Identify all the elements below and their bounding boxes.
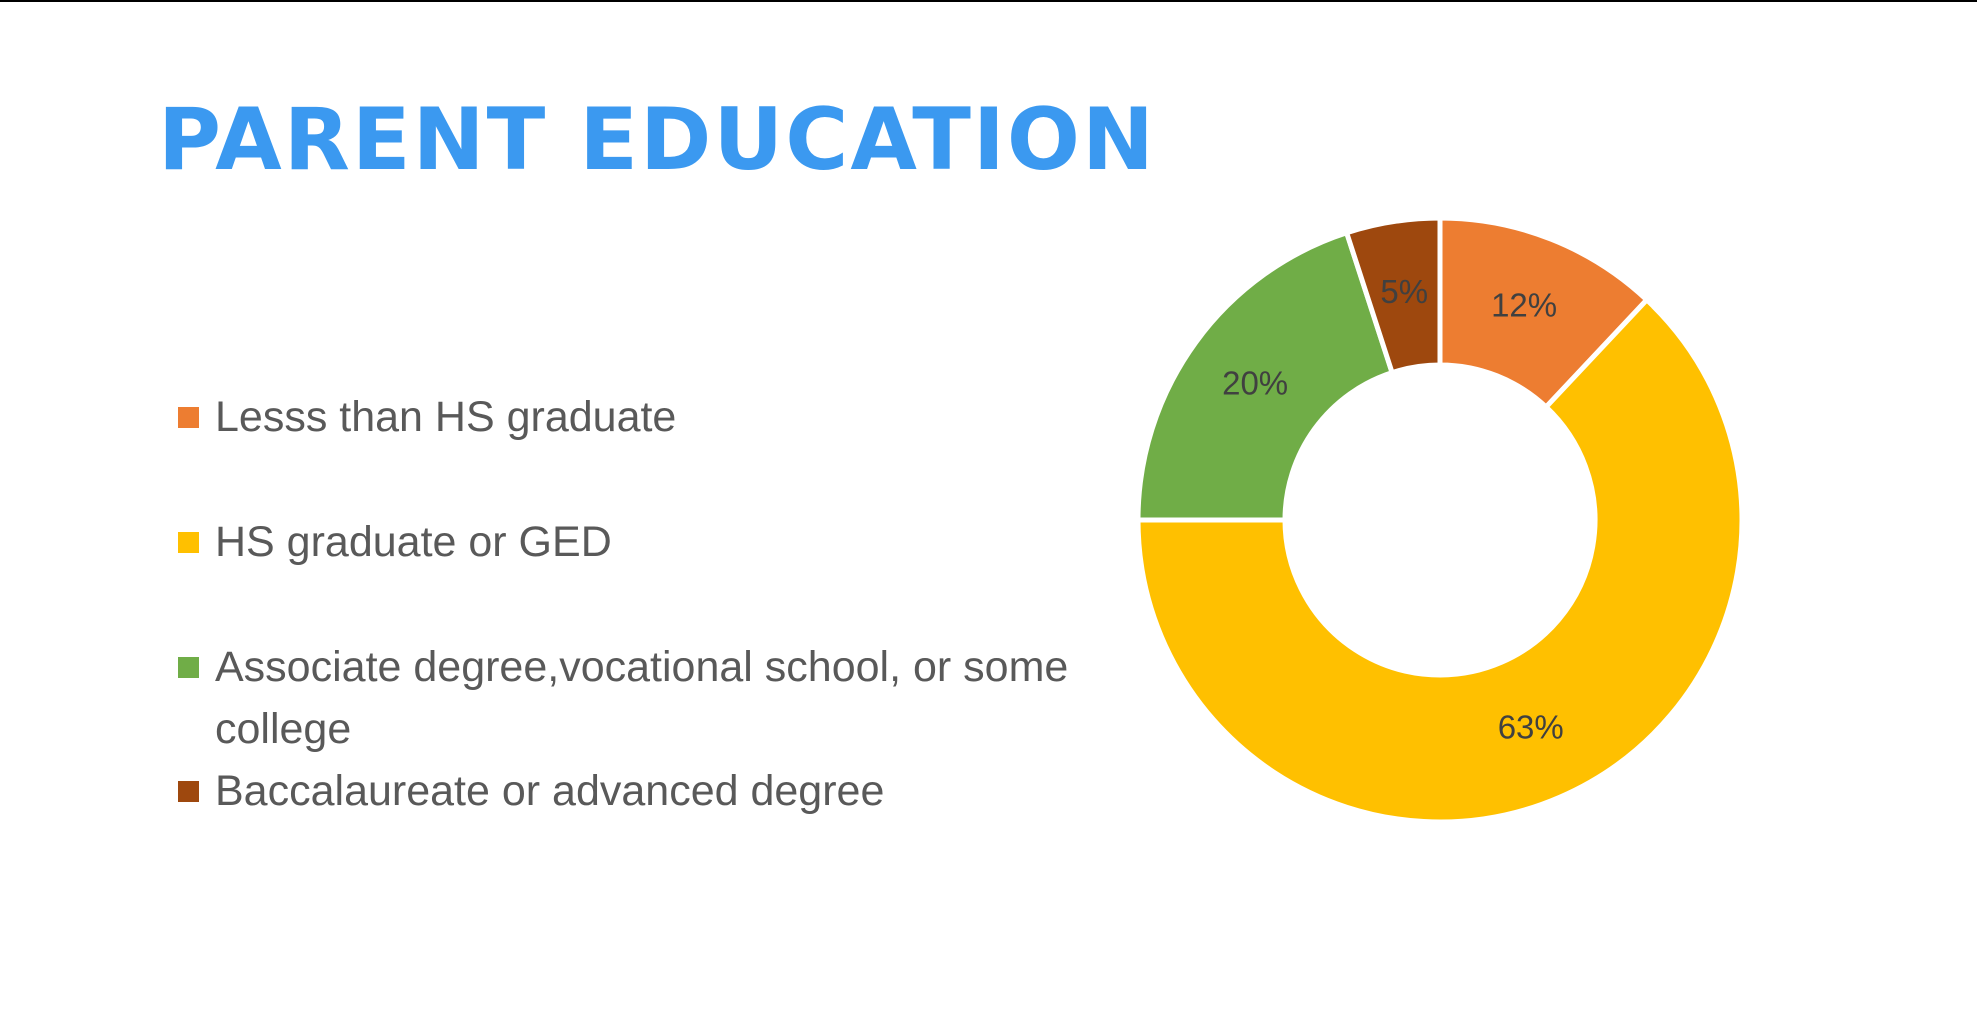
data-label: 12% — [1491, 286, 1557, 323]
doughnut-slice — [1135, 229, 1396, 523]
legend-swatch — [178, 657, 199, 678]
data-label: 63% — [1498, 708, 1564, 745]
legend-swatch — [178, 532, 199, 553]
data-label: 20% — [1222, 364, 1288, 401]
chart-data-labels: 12% 63% 20% 5% — [1222, 273, 1564, 745]
slide-title: PARENT EDUCATION — [158, 90, 1156, 190]
legend-swatch — [178, 781, 199, 802]
legend-label: Lesss than HS graduate — [215, 393, 677, 441]
top-border-line — [0, 0, 1977, 2]
doughnut-slice — [1343, 215, 1443, 376]
doughnut-slice — [1135, 296, 1745, 825]
chart-legend: Lesss than HS graduate HS graduate or GED… — [178, 0, 1158, 1025]
legend-label: Baccalaureate or advanced degree — [215, 767, 885, 815]
chart-slices — [1135, 215, 1745, 825]
legend-label: Associate degree,vocational school, or s… — [215, 643, 1069, 753]
legend-label: HS graduate or GED — [215, 518, 612, 566]
data-label: 5% — [1380, 273, 1428, 310]
legend-swatch — [178, 407, 199, 428]
doughnut-chart: 12% 63% 20% 5% — [1135, 215, 1745, 825]
